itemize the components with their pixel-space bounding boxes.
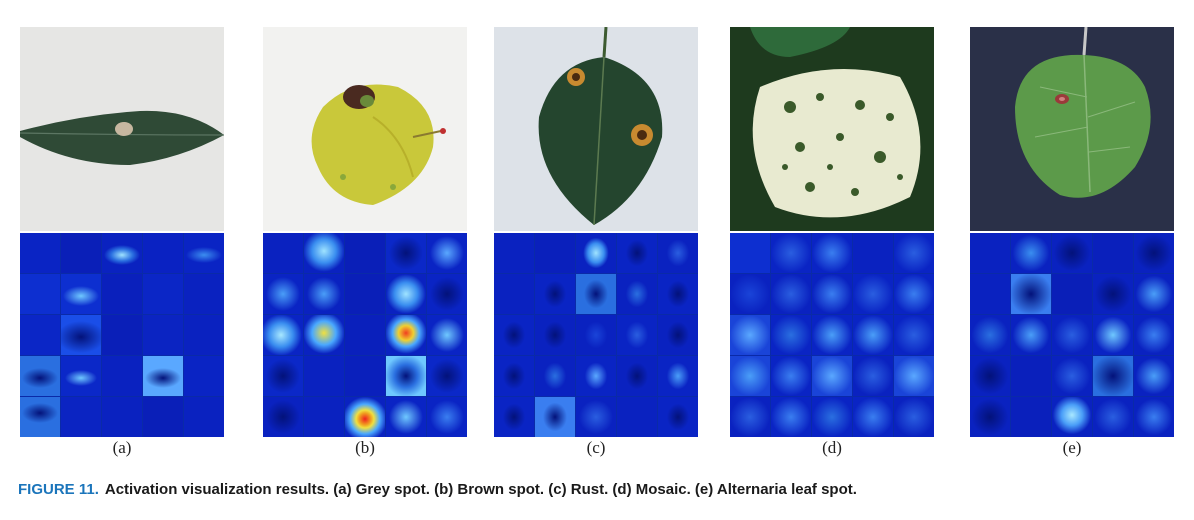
- activation-map-grid-e: [970, 233, 1174, 437]
- activation-map-grid-b: [263, 233, 467, 437]
- figure-number: FIGURE 11.: [18, 481, 99, 498]
- activation-map-grid-d: [730, 233, 934, 437]
- activation-map-grid-c: [494, 233, 698, 437]
- leaf-photo-grey-spot: [20, 27, 224, 231]
- figure-caption-text: Activation visualization results. (a) Gr…: [104, 481, 857, 498]
- panel-label: (c): [586, 438, 606, 457]
- figure-caption: FIGURE 11. Activation visualization resul…: [18, 481, 857, 498]
- panel-label: (d): [822, 438, 842, 457]
- leaf-photo-mosaic: [730, 27, 934, 231]
- panel-label: (a): [112, 438, 132, 457]
- panel-label: (e): [1062, 438, 1082, 457]
- activation-map-grid-a: [20, 233, 224, 437]
- leaf-photo-rust: [494, 27, 698, 231]
- panel-label: (b): [355, 438, 375, 457]
- leaf-photo-alternaria-spot: [970, 27, 1174, 231]
- leaf-photo-brown-spot: [263, 27, 467, 231]
